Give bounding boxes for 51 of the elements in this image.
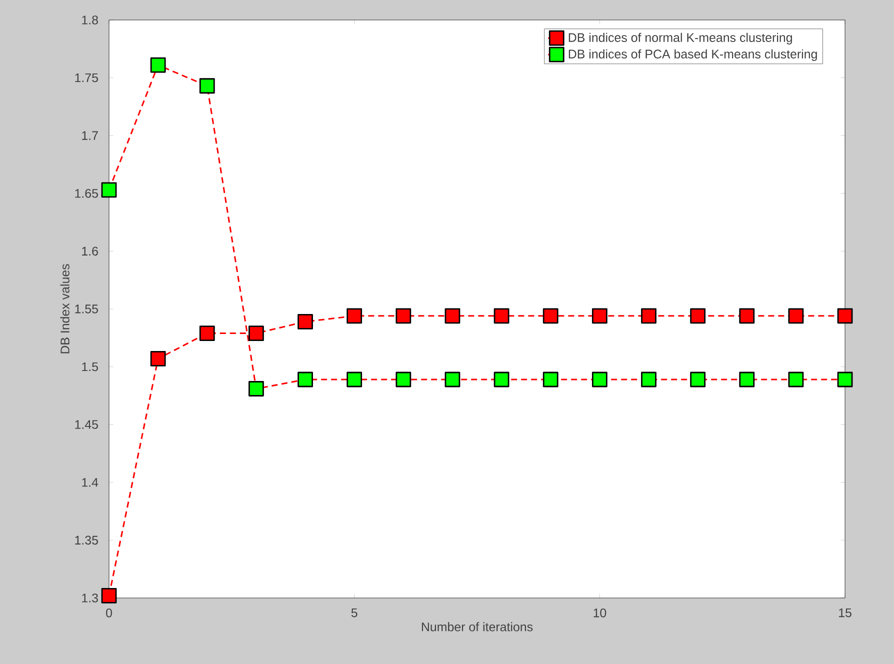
point xyxy=(396,372,412,388)
point xyxy=(199,78,215,94)
point xyxy=(739,308,755,324)
y-tick-label: 1.6 xyxy=(82,246,98,256)
point xyxy=(739,372,755,388)
x-tick-label: 5 xyxy=(351,608,358,618)
legend-label: DB indices of normal K-means clustering xyxy=(568,32,792,44)
y-tick-label: 1.45 xyxy=(75,420,98,429)
y-tick-label: 1.7 xyxy=(82,131,98,140)
point xyxy=(641,372,656,388)
point xyxy=(248,381,264,396)
y-tick-label: 1.35 xyxy=(75,536,98,545)
point xyxy=(150,57,166,73)
point xyxy=(346,372,362,388)
point xyxy=(150,350,166,366)
x-tick-label: 10 xyxy=(594,608,606,618)
x-tick-label: 0 xyxy=(106,608,112,618)
point xyxy=(101,588,117,604)
y-tick-label: 1.5 xyxy=(82,362,98,372)
point xyxy=(444,372,460,388)
point xyxy=(248,326,264,341)
point xyxy=(837,308,853,324)
x-tick-label: 15 xyxy=(839,608,852,618)
point xyxy=(101,182,117,198)
point xyxy=(592,372,608,388)
point xyxy=(298,372,313,388)
point xyxy=(788,308,804,324)
x-axis-title: Number of iterations xyxy=(422,622,533,632)
point xyxy=(396,308,412,324)
y-tick-label: 1.75 xyxy=(75,73,98,82)
point xyxy=(542,308,558,324)
point xyxy=(494,308,510,324)
y-tick-label: 1.65 xyxy=(75,188,98,198)
point xyxy=(199,326,215,341)
point xyxy=(592,308,608,324)
legend-label: DB indices of PCA based K-means clustering xyxy=(568,49,817,61)
y-axis-title: DB Index values xyxy=(60,264,70,354)
point xyxy=(690,308,706,324)
point xyxy=(298,314,313,330)
y-tick-label: 1.4 xyxy=(82,478,98,487)
point xyxy=(788,372,804,388)
point xyxy=(837,372,853,388)
point xyxy=(494,372,510,388)
point xyxy=(542,372,558,388)
y-tick-label: 1.55 xyxy=(75,304,98,314)
y-tick-label: 1.8 xyxy=(82,16,98,24)
point xyxy=(346,308,362,324)
point xyxy=(444,308,460,324)
point xyxy=(641,308,656,324)
y-tick-label: 1.3 xyxy=(82,594,98,602)
point xyxy=(690,372,706,388)
